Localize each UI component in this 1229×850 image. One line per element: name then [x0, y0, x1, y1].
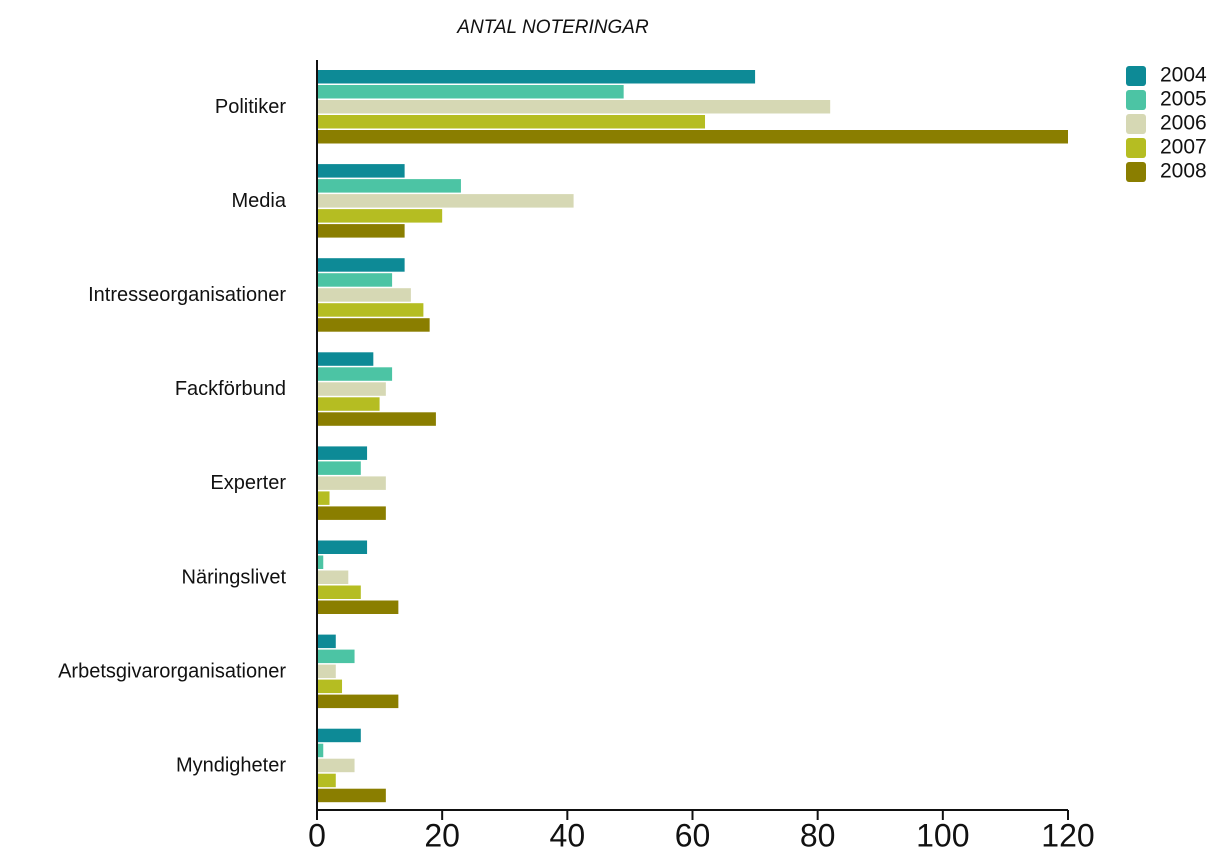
bar	[317, 412, 436, 426]
bar	[317, 773, 336, 788]
legend-label: 2006	[1160, 112, 1207, 135]
bar	[317, 100, 831, 114]
bar	[317, 382, 386, 396]
legend-label: 2007	[1160, 136, 1207, 159]
x-tick-label: 100	[916, 817, 969, 850]
legend-swatch	[1126, 114, 1146, 134]
bar	[317, 115, 706, 129]
y-tick-label: Media	[232, 190, 287, 212]
legend-swatch	[1126, 66, 1146, 86]
legend-swatch	[1126, 90, 1146, 110]
bar	[317, 303, 424, 317]
bar	[317, 164, 405, 178]
y-tick-label: Myndigheter	[176, 754, 286, 776]
bar	[317, 273, 393, 287]
bar	[317, 352, 374, 366]
bar	[317, 491, 330, 505]
x-tick-label: 120	[1041, 817, 1094, 850]
bar	[317, 288, 411, 302]
bar	[317, 224, 405, 238]
bar	[317, 209, 443, 223]
bar	[317, 367, 393, 381]
legend-label: 2004	[1160, 64, 1207, 87]
bar	[317, 728, 361, 743]
bar	[317, 585, 361, 599]
y-tick-label: Experter	[210, 472, 286, 494]
bar	[317, 446, 368, 460]
legend-swatch	[1126, 138, 1146, 158]
chart-title: ANTAL NOTERINGAR	[456, 17, 649, 38]
bar	[317, 461, 361, 475]
legend-label: 2008	[1160, 160, 1207, 183]
bar	[317, 397, 380, 411]
bar	[317, 664, 336, 679]
y-tick-label: Intresseorganisationer	[88, 284, 286, 306]
bar	[317, 694, 399, 709]
x-tick-label: 80	[800, 817, 836, 850]
legend-label: 2005	[1160, 88, 1207, 111]
y-tick-label: Politiker	[215, 96, 286, 118]
bar	[317, 540, 368, 554]
y-tick-label: Arbetsgivarorganisationer	[58, 660, 286, 682]
bar	[317, 788, 386, 803]
bar	[317, 570, 349, 584]
x-tick-label: 60	[675, 817, 711, 850]
bar	[317, 318, 430, 332]
bar	[317, 555, 324, 569]
bar	[317, 179, 461, 193]
bar	[317, 258, 405, 272]
y-tick-label: Fackförbund	[175, 378, 286, 400]
x-tick-label: 0	[308, 817, 326, 850]
bar	[317, 130, 1068, 144]
bar	[317, 600, 399, 614]
bar	[317, 506, 386, 520]
bar	[317, 649, 355, 664]
bar	[317, 743, 324, 758]
bar	[317, 634, 336, 649]
bar	[317, 476, 386, 490]
bar	[317, 679, 343, 694]
bar	[317, 194, 574, 208]
legend-swatch	[1126, 162, 1146, 182]
bar	[317, 758, 355, 773]
bar	[317, 85, 624, 99]
x-tick-label: 40	[550, 817, 586, 850]
y-tick-label: Näringslivet	[182, 566, 287, 588]
x-tick-label: 20	[424, 817, 460, 850]
bar	[317, 70, 756, 84]
